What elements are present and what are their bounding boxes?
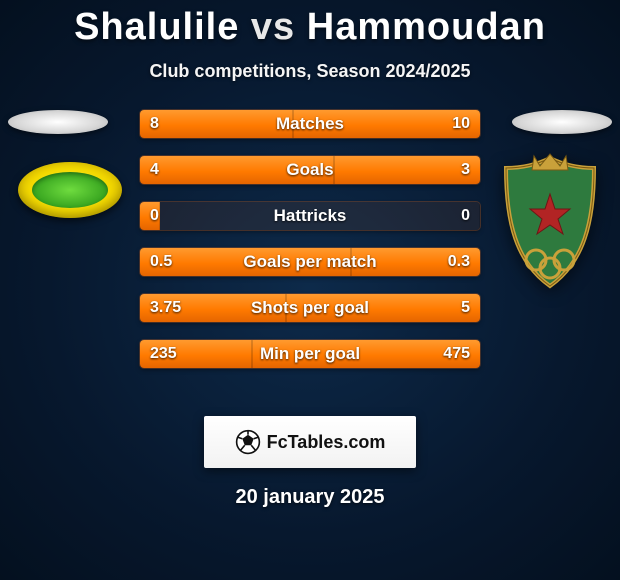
vs-text: vs [251, 6, 295, 48]
watermark-text: FcTables.com [267, 432, 386, 453]
stat-row: 3.755Shots per goal [140, 294, 480, 322]
stat-label: Shots per goal [140, 294, 480, 322]
player-right-name: Hammoudan [307, 6, 546, 48]
stat-label: Goals per match [140, 248, 480, 276]
stat-label: Hattricks [140, 202, 480, 230]
club-crest-left-inner [32, 172, 108, 208]
player-right-avatar [512, 110, 612, 134]
soccer-ball-icon [235, 429, 261, 455]
subtitle: Club competitions, Season 2024/2025 [0, 61, 620, 82]
player-left-name: Shalulile [74, 6, 239, 48]
comparison-title: Shalulile vs Hammoudan [0, 0, 620, 49]
stat-row: 43Goals [140, 156, 480, 184]
shield-icon [498, 152, 602, 292]
player-left-avatar [8, 110, 108, 134]
stat-row: 0.50.3Goals per match [140, 248, 480, 276]
club-crest-left [18, 162, 122, 218]
stat-bars: 810Matches 43Goals 00Hattricks 0.50.3Goals … [140, 110, 480, 386]
stat-label: Goals [140, 156, 480, 184]
stat-row: 810Matches [140, 110, 480, 138]
club-crest-right [498, 152, 602, 292]
watermark[interactable]: FcTables.com [204, 416, 416, 468]
date-text: 20 january 2025 [0, 486, 620, 509]
stat-row: 235475Min per goal [140, 340, 480, 368]
stat-label: Matches [140, 110, 480, 138]
stat-row: 00Hattricks [140, 202, 480, 230]
stat-label: Min per goal [140, 340, 480, 368]
comparison-stage: 810Matches 43Goals 00Hattricks 0.50.3Goals … [0, 110, 620, 410]
